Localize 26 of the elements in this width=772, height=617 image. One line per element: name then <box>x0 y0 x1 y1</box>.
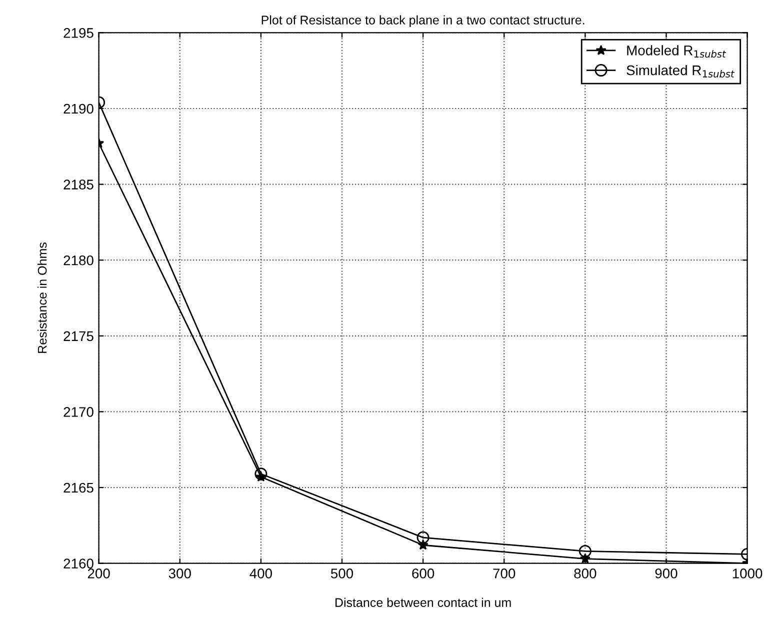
x-tick-label: 1000 <box>732 568 762 578</box>
point <box>578 544 592 558</box>
chart-title: Plot of Resistance to back plane in a two contact structure. <box>262 15 584 27</box>
y-tick-label: 2170 <box>64 407 94 417</box>
y-tick-label: 2195 <box>64 28 94 38</box>
y-tick-label: 2165 <box>64 482 94 493</box>
x-tick-label: 600 <box>412 568 434 578</box>
x-tick-label: 700 <box>493 568 516 578</box>
legend-label: Modeled R$_{1subst}$ <box>627 45 726 58</box>
x-tick-label: 400 <box>250 568 272 578</box>
legend-label: Simulated R$_{1subst}$ <box>626 65 735 78</box>
x-tick-label: 200 <box>88 568 110 578</box>
y-axis-title: Resistance in Ohms <box>38 242 47 353</box>
x-tick-label: 500 <box>330 568 354 578</box>
point <box>254 468 268 480</box>
point <box>416 531 430 544</box>
y-tick-label: 2185 <box>64 180 94 190</box>
x-tick-label: 800 <box>574 568 596 578</box>
y-tick-label: 2175 <box>64 331 94 342</box>
y-tick-label: 2190 <box>64 104 94 114</box>
x-axis-title: Distance between contact in um <box>335 598 511 607</box>
y-tick-label: 2180 <box>64 255 94 266</box>
x-tick-label: 300 <box>168 568 191 578</box>
x-tick-label: 900 <box>655 568 678 578</box>
point <box>580 553 590 564</box>
y-tick-label: 2160 <box>64 558 94 568</box>
